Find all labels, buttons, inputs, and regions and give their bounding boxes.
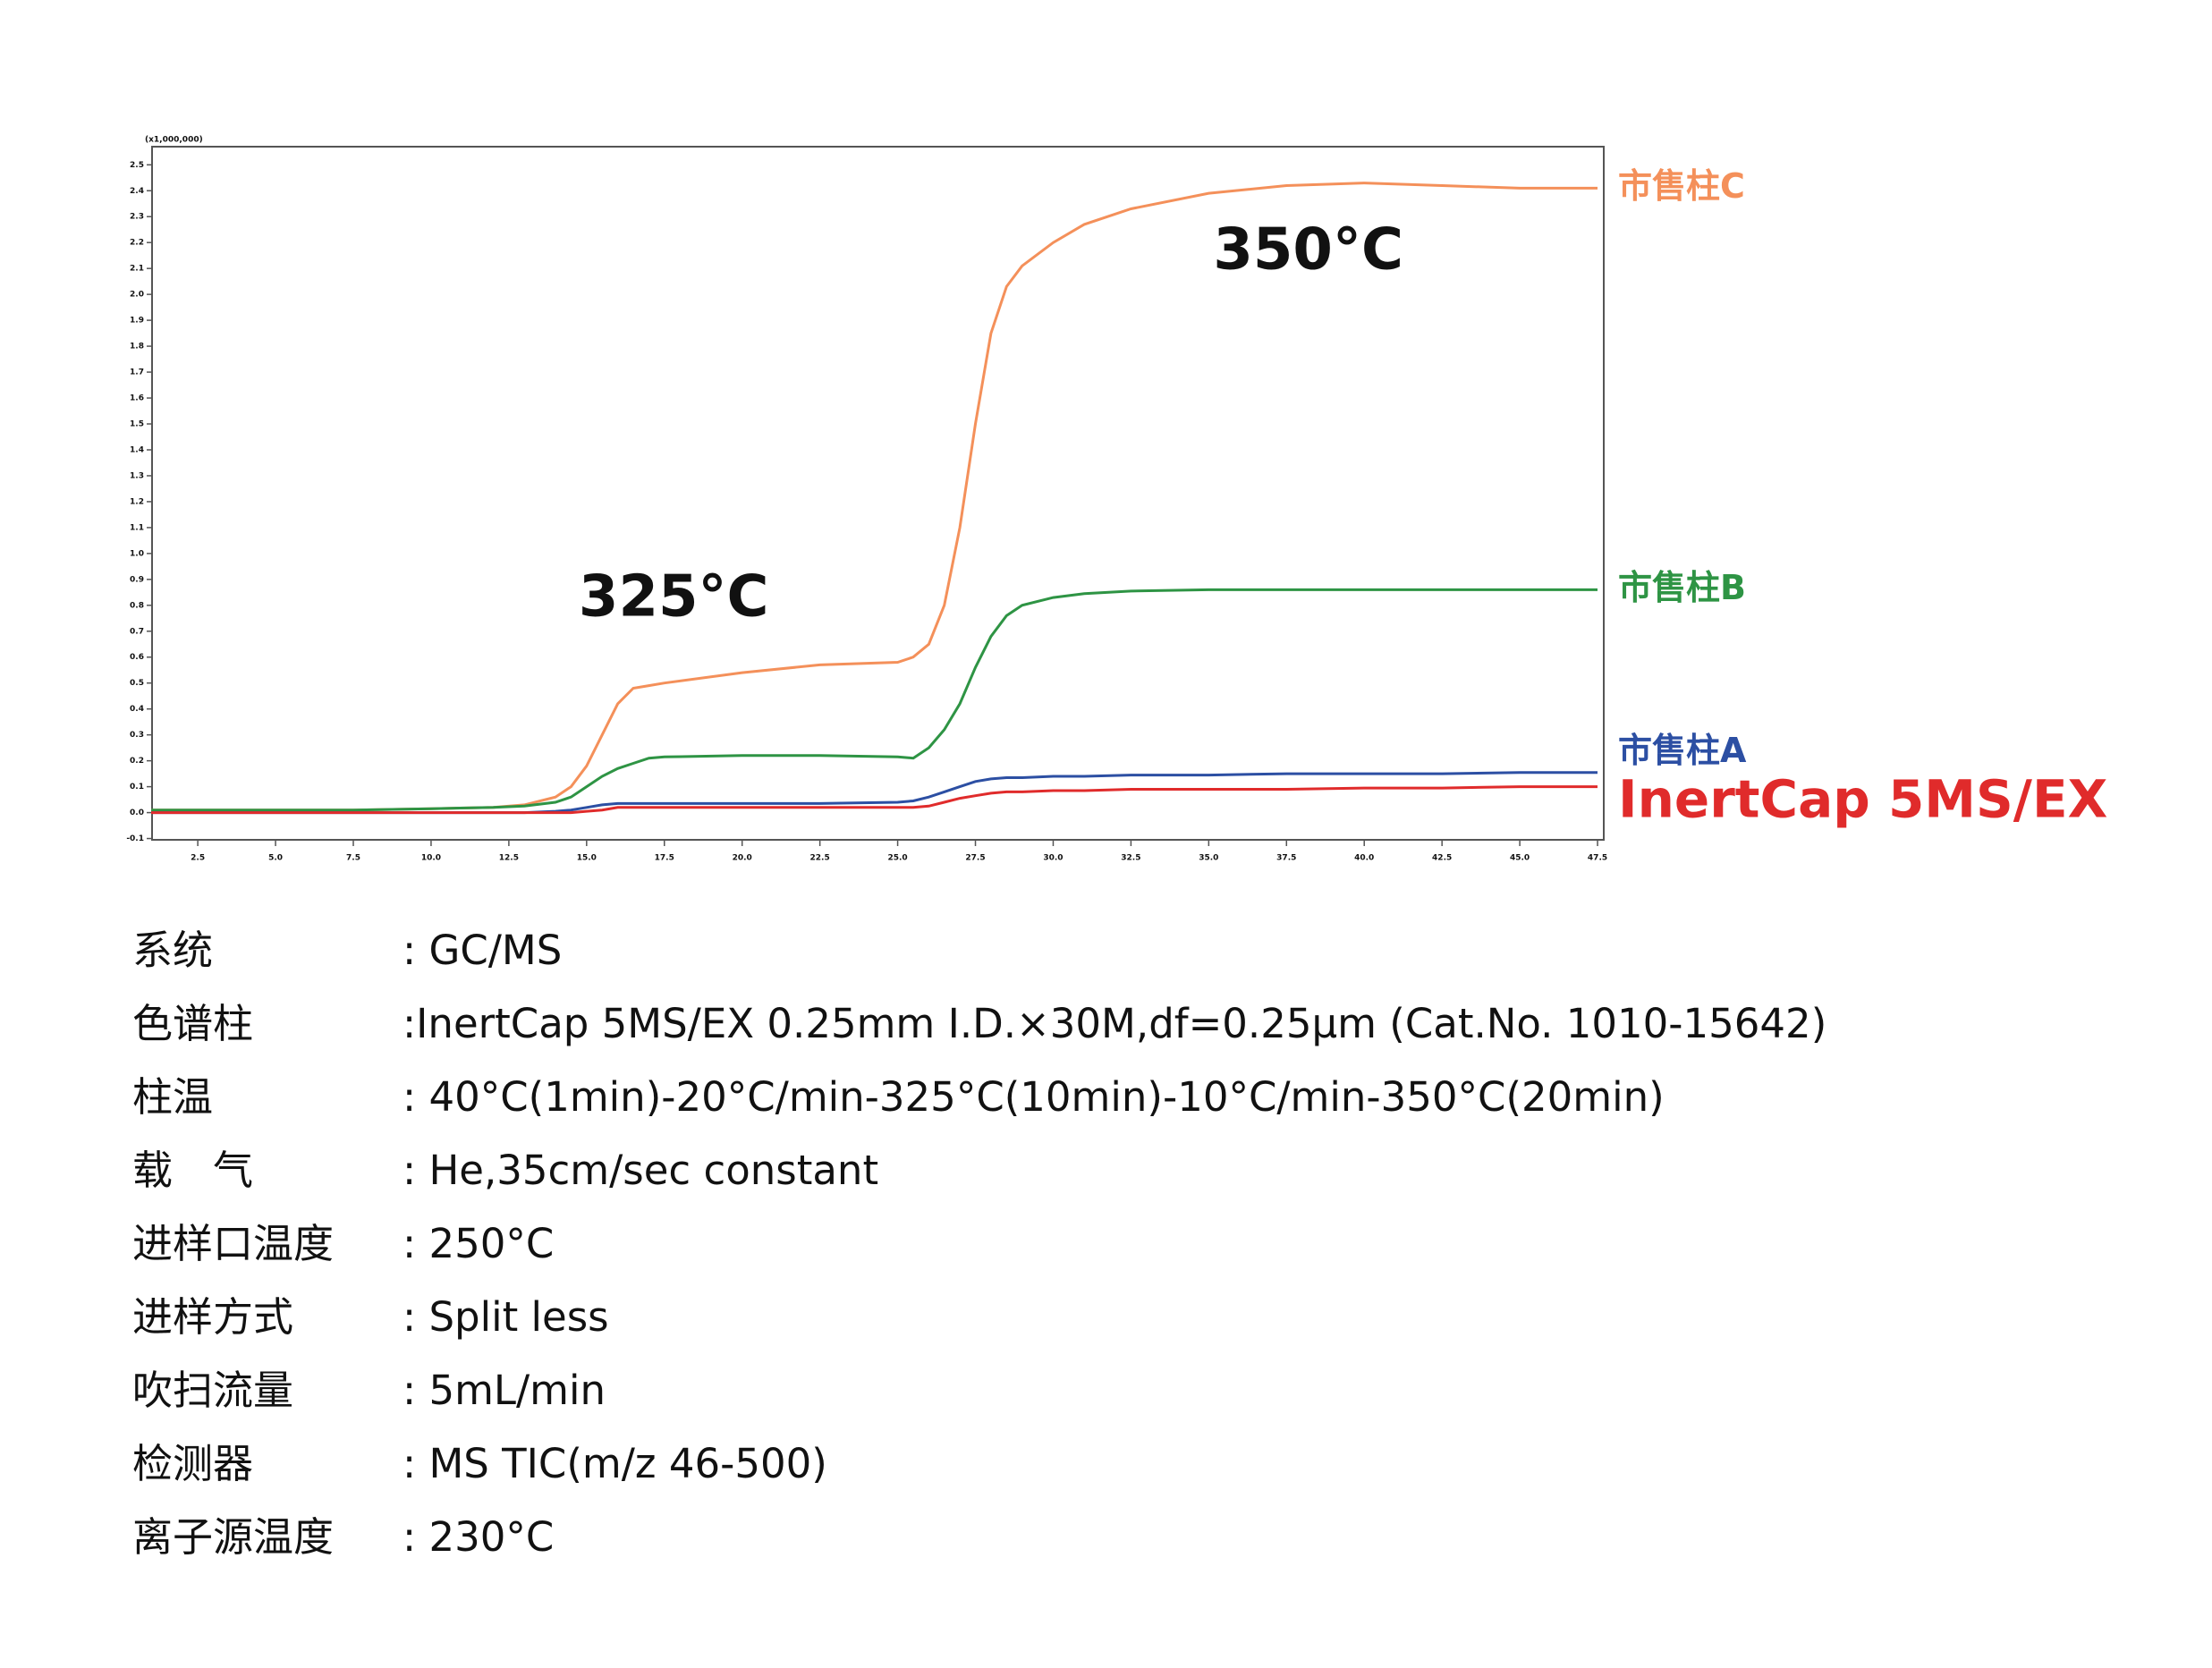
y-multiplier: (x1,000,000) [145,136,203,145]
y-tick-label: 2.2 [130,239,144,248]
x-tick-label: 40.0 [1354,854,1374,863]
condition-value: : GC/MS [403,927,562,974]
x-tick-label: 20.0 [733,854,752,863]
condition-label: 进样口温度 [132,1220,334,1267]
condition-label: 进样方式 [132,1293,293,1341]
y-tick-label: 1.0 [130,549,144,558]
y-tick-label: 0.5 [130,679,144,688]
legend-label: 市售柱C [1618,166,1745,206]
y-tick-label: 1.5 [130,420,144,429]
y-tick-label: 0.9 [130,575,144,584]
series-line [151,588,1598,812]
y-tick-label: 1.3 [130,471,144,480]
y-tick-label: 2.0 [130,291,144,300]
x-tick-label: 5.0 [268,854,283,863]
x-tick-label: 30.0 [1043,854,1063,863]
x-tick-label: 10.0 [421,854,441,863]
y-tick-label: 0.1 [130,783,144,792]
x-tick-label: 45.0 [1510,854,1530,863]
y-tick-label: 0.7 [130,627,144,636]
y-tick-label: 2.4 [130,187,144,196]
y-tick-label: 0.3 [130,731,144,740]
condition-label: 载 气 [132,1147,253,1194]
condition-value: : He,35cm/sec constant [403,1147,878,1194]
condition-label: 检测器 [132,1440,253,1487]
condition-label: 吹扫流量 [132,1367,293,1414]
x-tick-label: 22.5 [810,854,830,863]
y-tick-label: 1.2 [130,497,144,506]
series-line [151,785,1598,815]
annotation: 350°C [1213,216,1403,283]
legend-label: 市售柱B [1618,568,1746,607]
condition-value: : Split less [403,1293,609,1341]
y-tick-label: 2.5 [130,161,144,170]
y-tick-label: 2.1 [130,265,144,274]
x-tick-label: 42.5 [1432,854,1452,863]
condition-label: 离子源温度 [132,1513,334,1561]
y-tick-label: 0.2 [130,757,144,766]
y-tick-label: 1.9 [130,317,144,326]
condition-label: 柱温 [132,1073,213,1121]
condition-value: : MS TIC(m/z 46-500) [403,1440,827,1487]
legend-label: InertCap 5MS/EX [1618,769,2107,830]
x-tick-label: 17.5 [655,854,674,863]
legend-label: 市售柱A [1618,731,1747,770]
x-tick-label: 2.5 [191,854,205,863]
y-tick-label: -0.1 [126,834,144,843]
x-tick-label: 32.5 [1121,854,1140,863]
y-tick-label: 1.4 [130,445,144,454]
y-tick-label: 0.4 [130,705,144,714]
x-tick-label: 37.5 [1276,854,1296,863]
plot-frame [151,146,1605,841]
y-tick-label: 0.0 [130,809,144,817]
x-tick-label: 12.5 [499,854,519,863]
condition-value: :InertCap 5MS/EX 0.25mm I.D.×30M,df=0.25… [403,1000,1826,1047]
x-tick-label: 15.0 [577,854,597,863]
x-tick-label: 47.5 [1588,854,1607,863]
condition-value: : 230°C [403,1513,554,1561]
condition-label: 色谱柱 [132,1000,253,1047]
y-tick-label: 1.6 [130,394,144,403]
condition-value: : 5mL/min [403,1367,606,1414]
condition-value: : 40°C(1min)-20°C/min-325°C(10min)-10°C/… [403,1073,1665,1121]
condition-label: 系统 [132,927,213,974]
y-tick-label: 2.3 [130,213,144,222]
x-tick-label: 25.0 [887,854,907,863]
x-tick-label: 27.5 [965,854,985,863]
annotation: 325°C [579,564,769,631]
condition-value: : 250°C [403,1220,554,1267]
y-tick-label: 0.8 [130,601,144,610]
x-tick-label: 35.0 [1199,854,1218,863]
y-tick-label: 1.8 [130,343,144,351]
y-tick-label: 1.7 [130,368,144,377]
y-tick-label: 1.1 [130,523,144,532]
y-tick-label: 0.6 [130,653,144,662]
x-tick-label: 7.5 [346,854,360,863]
